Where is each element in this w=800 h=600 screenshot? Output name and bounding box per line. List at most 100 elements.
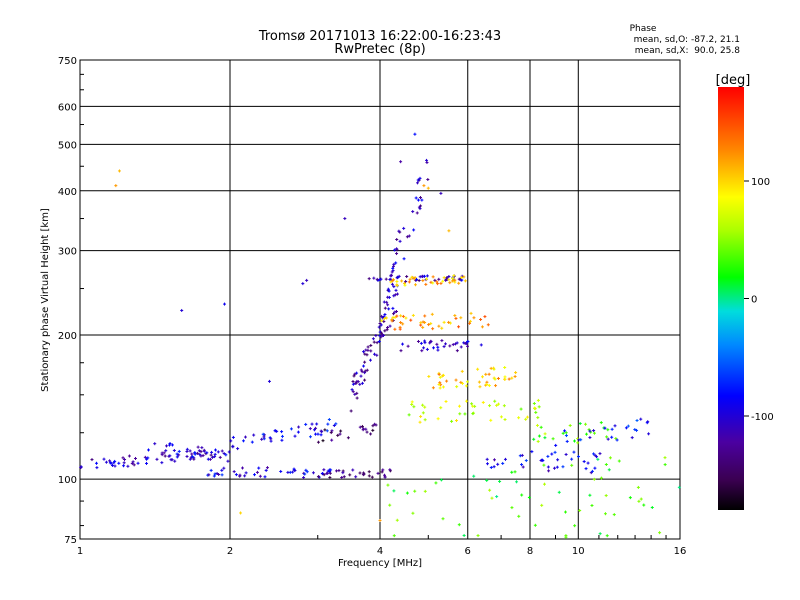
data-point [463, 412, 467, 416]
data-point [205, 451, 209, 455]
data-point [351, 468, 355, 472]
data-point [556, 458, 560, 462]
data-point [292, 467, 296, 471]
data-point [210, 450, 214, 454]
data-point [481, 400, 485, 404]
data-point [519, 407, 523, 411]
data-point [546, 454, 550, 458]
data-point [563, 510, 567, 514]
data-point [341, 471, 345, 475]
data-point [337, 469, 341, 473]
data-point [327, 418, 331, 422]
data-point [211, 455, 215, 459]
data-point [436, 348, 440, 352]
y-tick-label: 500 [58, 140, 77, 151]
data-point [421, 411, 425, 415]
data-point [193, 452, 197, 456]
data-point [592, 431, 596, 435]
colorbar-ticks: 100 0 -100 [744, 177, 774, 423]
data-point [94, 461, 98, 465]
data-point [468, 321, 472, 325]
data-point [450, 279, 454, 283]
data-point [131, 460, 135, 464]
data-point [394, 261, 398, 265]
data-point [510, 470, 514, 474]
data-point [217, 472, 221, 476]
data-point [543, 482, 547, 486]
data-point [244, 471, 248, 475]
data-point [457, 523, 461, 527]
data-point [564, 452, 568, 456]
data-point [604, 463, 608, 466]
x-tick-label: 6 [465, 546, 471, 557]
data-point [514, 371, 518, 375]
data-point [427, 323, 431, 327]
data-point [399, 349, 403, 353]
data-point [443, 342, 447, 346]
data-point [493, 399, 497, 403]
data-point [395, 283, 399, 287]
data-point [617, 459, 621, 463]
data-point [585, 432, 589, 436]
data-point [434, 481, 438, 485]
data-point [635, 428, 639, 432]
data-point [541, 459, 545, 463]
data-point [378, 518, 382, 522]
data-point [427, 374, 431, 378]
data-point [421, 320, 425, 324]
data-point [368, 358, 372, 362]
data-point [355, 391, 359, 395]
data-point [499, 415, 503, 419]
data-point [327, 468, 331, 472]
data-point [373, 352, 377, 356]
data-point [637, 499, 641, 503]
data-point [330, 429, 334, 433]
data-point [323, 428, 327, 432]
data-point [418, 176, 422, 180]
data-point [389, 280, 393, 284]
data-point [419, 341, 423, 345]
data-point [388, 468, 392, 472]
data-point [206, 457, 210, 461]
data-point [388, 503, 392, 507]
data-point [304, 422, 308, 426]
data-point [537, 405, 541, 409]
data-point [564, 534, 568, 538]
data-point [409, 318, 413, 322]
data-point [510, 506, 514, 510]
data-point [387, 289, 391, 293]
data-point [212, 474, 216, 478]
data-point [117, 169, 121, 173]
data-point [359, 374, 363, 378]
data-point [440, 339, 444, 343]
data-point [411, 210, 415, 214]
data-point [476, 367, 480, 371]
data-point [365, 353, 369, 357]
data-point [358, 471, 362, 475]
data-point [258, 474, 262, 478]
data-point [605, 534, 609, 538]
data-point [413, 489, 417, 493]
data-point [633, 428, 637, 432]
data-point [517, 416, 521, 420]
data-point [175, 455, 179, 459]
data-point [411, 511, 415, 515]
data-point [379, 323, 383, 327]
data-point [455, 341, 459, 345]
data-point [392, 285, 396, 289]
data-point [350, 388, 354, 392]
data-point [407, 234, 411, 238]
data-point [437, 277, 441, 281]
data-point [497, 402, 501, 406]
data-point [490, 496, 494, 500]
data-point [441, 279, 445, 283]
data-point [604, 494, 608, 498]
data-point [413, 132, 417, 136]
data-point [423, 321, 427, 325]
data-point [423, 339, 427, 343]
data-point [438, 375, 442, 379]
data-point [469, 311, 473, 315]
data-point [645, 421, 649, 425]
data-point [459, 345, 463, 349]
data-point [374, 334, 378, 338]
